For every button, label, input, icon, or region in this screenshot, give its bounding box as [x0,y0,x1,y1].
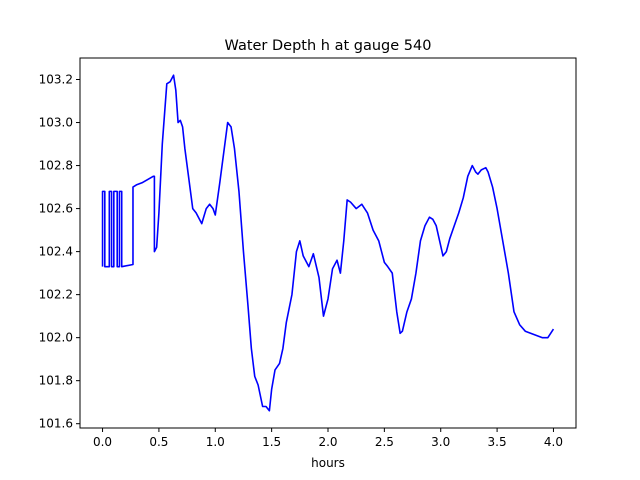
y-tick-label: 102.2 [39,288,73,302]
x-tick-label: 1.5 [262,435,281,449]
x-tick-label: 2.0 [318,435,337,449]
x-axis: 0.0 0.5 1.0 1.5 2.0 2.5 3.0 3.5 4.0 [93,428,563,449]
y-tick-label: 102.0 [39,331,73,345]
series-line-0 [101,74,555,412]
x-tick-label: 1.0 [206,435,225,449]
y-tick-label: 103.0 [39,116,73,130]
x-axis-label: hours [311,456,345,470]
x-tick-label: 4.0 [544,435,563,449]
y-tick-label: 101.6 [39,417,73,431]
y-tick-label: 102.8 [39,159,73,173]
y-tick-label: 103.2 [39,73,73,87]
y-axis: 101.6 101.8 102.0 102.2 102.4 102.6 102.8 103.0… [39,73,80,431]
chart-title: Water Depth h at gauge 540 [225,38,432,54]
x-tick-label: 0.5 [149,435,168,449]
y-tick-label: 102.4 [39,245,73,259]
y-tick-label: 101.8 [39,374,73,388]
x-tick-label: 0.0 [93,435,112,449]
y-tick-label: 102.6 [39,202,73,216]
x-tick-label: 3.5 [488,435,507,449]
x-tick-label: 2.5 [375,435,394,449]
plot-area [101,74,555,412]
x-tick-label: 3.0 [431,435,450,449]
